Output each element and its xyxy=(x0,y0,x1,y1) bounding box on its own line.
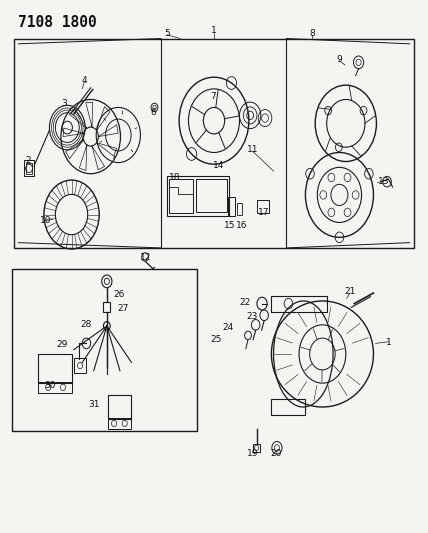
Text: 3: 3 xyxy=(62,99,67,108)
Bar xyxy=(238,203,243,215)
Text: 5: 5 xyxy=(164,29,170,38)
Bar xyxy=(38,354,71,383)
Bar xyxy=(12,269,197,431)
Text: 26: 26 xyxy=(113,289,125,298)
Text: 22: 22 xyxy=(239,298,251,307)
Text: 6: 6 xyxy=(151,108,157,117)
Text: 11: 11 xyxy=(247,146,258,155)
Text: 12: 12 xyxy=(140,253,152,262)
Text: 29: 29 xyxy=(56,341,68,350)
Text: 13: 13 xyxy=(378,177,390,186)
Bar xyxy=(196,179,227,212)
Bar xyxy=(253,443,260,452)
Bar xyxy=(256,200,269,214)
Bar xyxy=(228,197,235,216)
Text: 24: 24 xyxy=(223,323,234,332)
Bar xyxy=(38,382,71,393)
Text: 14: 14 xyxy=(213,161,224,170)
Text: 18: 18 xyxy=(169,173,181,182)
Bar xyxy=(26,163,32,174)
Bar xyxy=(169,179,193,214)
Text: 1: 1 xyxy=(386,338,392,347)
Bar xyxy=(271,399,306,415)
Text: 28: 28 xyxy=(80,320,91,329)
Text: 20: 20 xyxy=(271,449,282,458)
Text: 16: 16 xyxy=(236,221,248,230)
Text: 17: 17 xyxy=(259,208,270,217)
Text: 25: 25 xyxy=(211,335,222,344)
Text: 23: 23 xyxy=(247,312,258,321)
Text: 7108 1800: 7108 1800 xyxy=(18,14,97,30)
Text: 27: 27 xyxy=(118,304,129,313)
Text: 8: 8 xyxy=(309,29,315,38)
Text: 10: 10 xyxy=(40,216,52,225)
Text: 2: 2 xyxy=(25,156,31,165)
Bar xyxy=(14,38,414,248)
Bar xyxy=(108,395,131,419)
Text: 19: 19 xyxy=(247,449,258,458)
Text: 1: 1 xyxy=(211,26,217,35)
Bar xyxy=(104,302,110,312)
Bar xyxy=(271,296,327,312)
Bar xyxy=(167,176,229,216)
Text: 7: 7 xyxy=(210,92,216,101)
Text: 30: 30 xyxy=(45,381,56,390)
Bar xyxy=(108,418,131,429)
Text: 21: 21 xyxy=(345,287,356,296)
Bar xyxy=(74,358,86,373)
Text: 15: 15 xyxy=(224,221,236,230)
Bar xyxy=(24,160,34,176)
Text: 31: 31 xyxy=(88,400,100,409)
Text: 4: 4 xyxy=(81,76,87,85)
Text: 9: 9 xyxy=(336,55,342,64)
